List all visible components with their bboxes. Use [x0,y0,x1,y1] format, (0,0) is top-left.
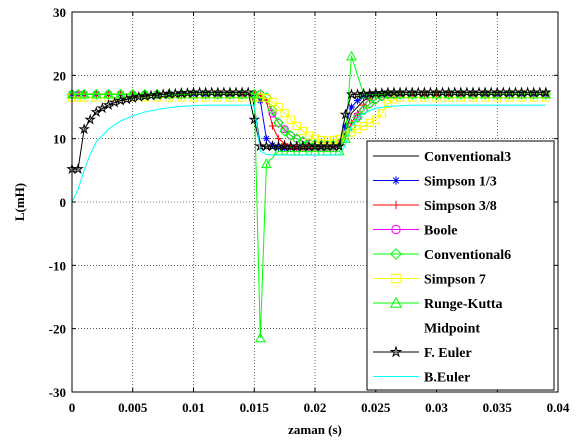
data-point-triangle [389,296,403,308]
data-point-diamond [127,89,139,100]
series-layer [66,50,552,343]
data-point-triangle [78,88,90,99]
legend-label: Midpoint [424,322,480,337]
data-point-diamond [273,117,284,129]
data-point-square [268,97,277,107]
data-point-triangle [102,88,114,99]
data-point-star5 [540,86,552,98]
data-point-star5 [78,123,90,135]
data-point-triangle [90,88,102,99]
data-point-diamond [255,89,266,100]
data-point-square [274,102,283,112]
data-point-star5 [389,345,403,358]
data-point-star5 [248,113,261,125]
data-point-diamond [103,89,114,100]
x-axis-label: zaman (s) [288,422,342,437]
legend: Conventional3 Simpson 1/3 Simpson 3/8 Boole… [366,140,555,391]
data-point-square [323,136,332,145]
data-point-square [371,115,380,124]
data-point-diamond [78,89,90,100]
legend-label: Simpson 7 [424,273,486,288]
data-point-star [391,176,401,185]
x-tick-label: 0.005 [118,400,148,415]
x-tick-label: 0 [69,400,76,415]
data-point-plus [391,200,401,210]
data-point-triangle [248,88,260,99]
x-tick-label: 0.01 [182,400,205,415]
data-point-circle [274,118,283,127]
data-point-star5 [96,102,109,114]
data-point-star [268,141,277,149]
data-point-diamond [115,89,126,100]
data-point-star [353,97,362,105]
data-point-triangle [345,50,357,61]
data-point-diamond [285,130,297,141]
data-point-star5 [102,98,115,111]
axis-ticks: 0 0.005 0.01 0.015 0.02 0.025 0.03 0.035 0.04 -30… [49,5,570,415]
legend-label: Boole [424,224,457,239]
legend-label: Simpson 1/3 [424,175,497,190]
data-point-diamond [364,98,375,110]
legend-label: F. Euler [424,346,472,361]
y-tick-label: 30 [53,5,66,20]
data-point-star5 [242,86,254,98]
data-point-circle [365,99,374,108]
y-tick-label: -30 [49,385,66,400]
data-point-triangle [254,332,266,343]
data-point-square [391,273,401,284]
data-point-star5 [108,96,121,108]
data-point-triangle [370,88,382,99]
y-axis-label: L(mH) [12,183,27,221]
x-tick-label: 0.025 [361,400,391,415]
data-point-star [347,103,356,111]
x-tick-label: 0.04 [547,400,570,415]
data-point-diamond [346,120,357,132]
y-tick-label: 0 [60,195,67,210]
data-point-diamond [390,248,402,260]
series-line [72,91,546,170]
legend-label: Simpson 3/8 [424,199,497,214]
data-point-diamond [139,89,151,100]
data-point-circle [280,125,289,134]
data-point-square [389,95,399,104]
data-point-square [383,99,392,108]
data-point-star5 [84,113,97,125]
data-point-star [360,93,368,101]
y-tick-label: 20 [53,68,66,83]
data-point-diamond [90,89,102,100]
data-point-square [377,109,386,118]
data-point-star5 [72,162,84,175]
legend-label: B.Euler [424,371,470,386]
data-point-star5 [333,140,346,152]
data-point-triangle [260,158,272,169]
data-point-diamond [358,104,369,116]
series-line [71,104,546,203]
x-tick-label: 0.015 [240,400,270,415]
data-point-star5 [90,105,103,118]
x-tick-label: 0.035 [483,400,513,415]
data-point-square [286,115,295,124]
data-point-star [262,135,270,143]
data-point-plus [268,122,277,130]
data-point-star [341,122,349,130]
data-point-square [298,126,307,136]
y-tick-label: -20 [49,322,66,337]
legend-label: Conventional6 [424,248,511,263]
series-7 [66,86,552,175]
x-tick-label: 0.02 [304,400,327,415]
data-point-circle [391,224,401,235]
data-point-star5 [339,108,352,120]
legend-label: Conventional3 [424,150,511,165]
data-point-diamond [279,125,290,137]
data-point-square [292,121,301,131]
data-point-triangle [175,88,187,99]
x-tick-label: 0.03 [425,400,448,415]
series-8 [71,104,546,203]
legend-label: Runge-Kutta [424,297,503,312]
y-tick-label: 10 [53,132,66,147]
data-point-diamond [267,104,278,116]
y-tick-label: -10 [49,258,66,273]
data-point-square [280,109,289,118]
